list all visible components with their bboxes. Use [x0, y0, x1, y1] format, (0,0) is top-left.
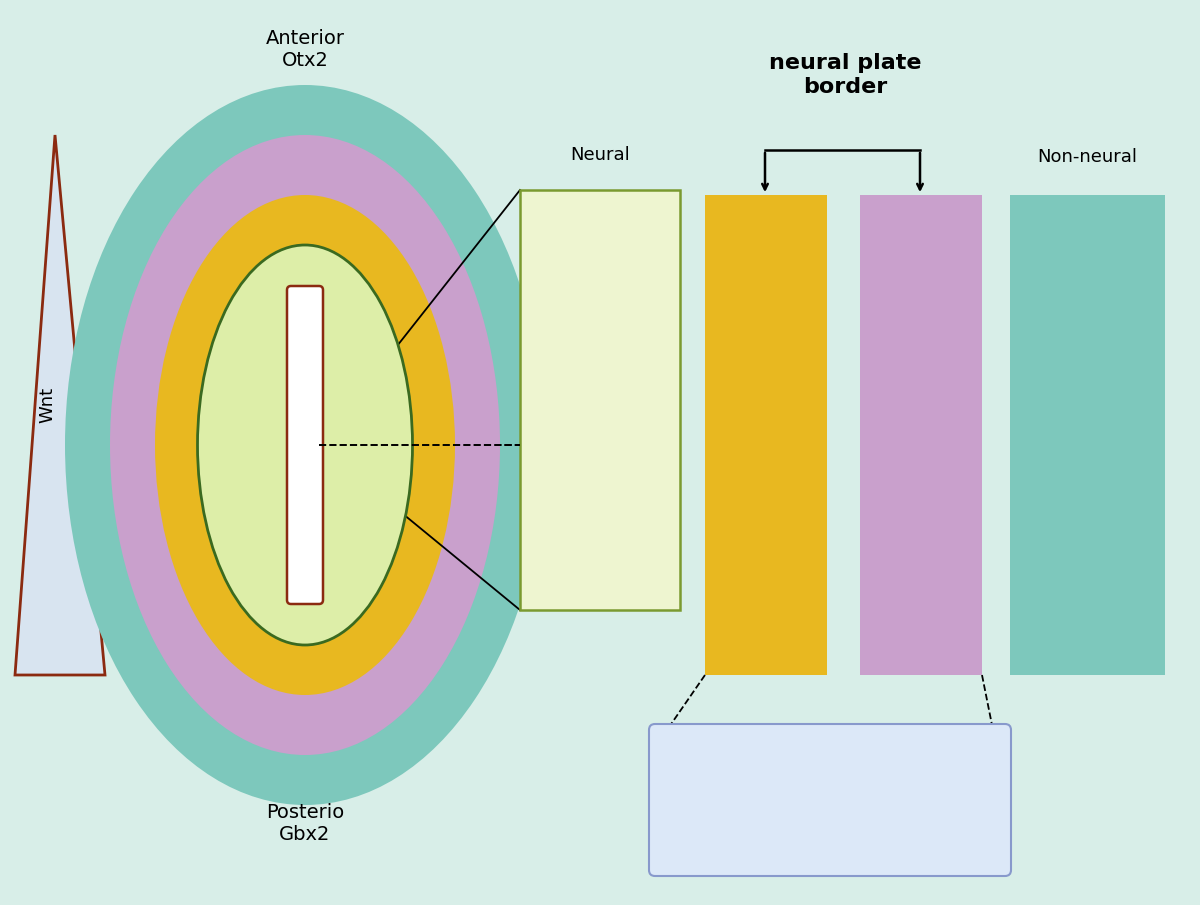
Ellipse shape: [198, 245, 413, 645]
Text: Wnt: Wnt: [1070, 281, 1104, 298]
FancyBboxPatch shape: [520, 190, 680, 610]
Text: Non-neural: Non-neural: [1038, 148, 1138, 166]
Text: Tfap2,Pax2/3, Dlx5/6,
Msx1/2, Ap2: Tfap2,Pax2/3, Dlx5/6, Msx1/2, Ap2: [737, 781, 923, 819]
Text: Anterior
Otx2: Anterior Otx2: [265, 30, 344, 71]
Text: Dlx5/6: Dlx5/6: [1061, 405, 1115, 423]
Text: Sox2/3: Sox2/3: [571, 278, 629, 296]
FancyBboxPatch shape: [287, 286, 323, 604]
Text: Zic: Zic: [588, 462, 612, 481]
FancyBboxPatch shape: [1010, 195, 1165, 675]
Text: GATA2/3: GATA2/3: [1052, 529, 1122, 547]
Text: neural plate
border: neural plate border: [769, 53, 922, 97]
Text: Wnt: Wnt: [38, 387, 56, 423]
Text: Six1: Six1: [904, 479, 938, 497]
Ellipse shape: [155, 195, 455, 695]
Ellipse shape: [65, 85, 545, 805]
Text: Snai1/2: Snai1/2: [734, 381, 797, 399]
Polygon shape: [14, 135, 106, 675]
Text: Foxd3: Foxd3: [740, 544, 791, 562]
Text: Wnt: Wnt: [749, 327, 782, 345]
Text: BMP: BMP: [904, 305, 938, 323]
Ellipse shape: [110, 135, 500, 755]
Text: Sox9: Sox9: [745, 598, 786, 616]
Text: Ets1: Ets1: [748, 490, 784, 508]
Text: Geminin: Geminin: [565, 401, 635, 419]
Text: Msx1: Msx1: [1066, 467, 1109, 484]
Text: Tfap2: Tfap2: [1064, 342, 1111, 360]
Text: Foxi3: Foxi3: [1066, 591, 1110, 609]
Text: BMP: BMP: [1069, 218, 1105, 236]
Text: FGF: FGF: [584, 216, 616, 234]
FancyBboxPatch shape: [706, 195, 827, 675]
Text: Neural: Neural: [570, 146, 630, 164]
Text: FGF: FGF: [905, 218, 937, 236]
Text: ERNI: ERNI: [581, 524, 619, 542]
Text: Eya1: Eya1: [900, 566, 942, 584]
Text: BMP: BMP: [748, 272, 784, 291]
Text: Otx2: Otx2: [580, 339, 620, 357]
FancyBboxPatch shape: [649, 724, 1010, 876]
FancyBboxPatch shape: [860, 195, 982, 675]
Text: Wnt: Wnt: [905, 392, 937, 410]
Text: Twist: Twist: [745, 435, 787, 453]
Text: FGF: FGF: [750, 218, 782, 236]
Text: Posterio
Gbx2: Posterio Gbx2: [266, 803, 344, 843]
